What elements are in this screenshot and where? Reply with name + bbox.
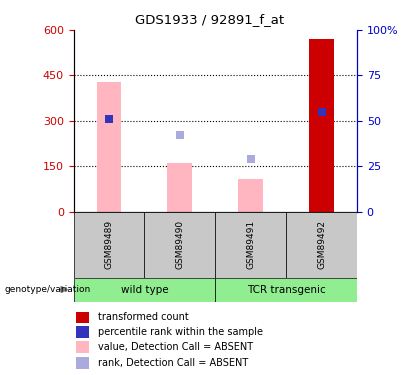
Text: GSM89491: GSM89491 [246, 220, 255, 269]
Text: TCR transgenic: TCR transgenic [247, 285, 326, 295]
Bar [215, 278, 357, 302]
Point [247, 156, 254, 162]
Bar [76, 357, 89, 369]
Bar [168, 163, 192, 212]
Bar [76, 326, 89, 338]
Text: GDS1933 / 92891_f_at: GDS1933 / 92891_f_at [135, 13, 285, 26]
Bar [215, 212, 286, 278]
Text: genotype/variation: genotype/variation [4, 285, 90, 294]
Text: GSM89492: GSM89492 [317, 220, 326, 269]
Bar [238, 178, 263, 212]
Text: rank, Detection Call = ABSENT: rank, Detection Call = ABSENT [97, 358, 248, 368]
Text: value, Detection Call = ABSENT: value, Detection Call = ABSENT [97, 342, 253, 352]
Bar [309, 39, 334, 212]
Bar [74, 212, 144, 278]
Bar [74, 278, 215, 302]
Point [318, 109, 325, 115]
Bar [286, 212, 357, 278]
Text: transformed count: transformed count [97, 312, 188, 322]
Bar [144, 212, 215, 278]
Bar [76, 312, 89, 323]
Text: wild type: wild type [121, 285, 168, 295]
Bar [76, 341, 89, 353]
Bar [309, 39, 334, 212]
Text: GSM89489: GSM89489 [105, 220, 113, 269]
Point [176, 132, 183, 138]
Point [105, 116, 112, 122]
Bar [97, 81, 121, 212]
Text: GSM89490: GSM89490 [175, 220, 184, 269]
Text: percentile rank within the sample: percentile rank within the sample [97, 327, 262, 337]
